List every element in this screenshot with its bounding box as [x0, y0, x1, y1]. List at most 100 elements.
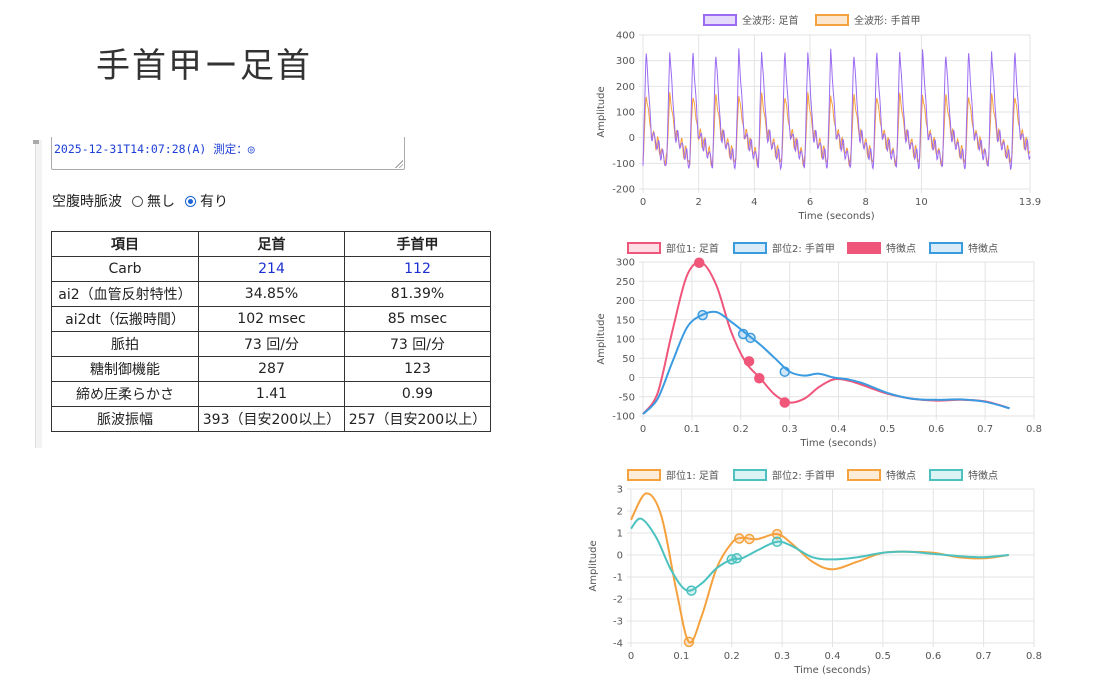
y-tick-label: 300 — [616, 258, 635, 269]
series-line-wrist — [642, 310, 1010, 415]
cell-ankle: 1.41 — [198, 381, 345, 407]
results-table: 項目 足首 手首甲 Carb 214 112 ai2（血管反射特性） 34.85% 81… — [51, 231, 491, 432]
x-tick-label: 0.5 — [875, 651, 891, 662]
x-tick-label: 0.1 — [684, 424, 700, 435]
row-label: Carb — [51, 256, 199, 282]
x-tick-label: 0.7 — [976, 651, 992, 662]
feature-point — [683, 636, 695, 648]
x-tick-label: 13.9 — [1019, 197, 1041, 208]
y-tick-label: 3 — [617, 485, 623, 496]
row-label: 糖制御機能 — [51, 356, 199, 382]
y-tick-label: 100 — [616, 108, 635, 119]
cell-ankle: 102 msec — [198, 306, 345, 332]
x-tick-label: 0 — [640, 197, 646, 208]
memo-textarea[interactable]: 2025-12-31T14:07:28(A) 測定：◎ — [51, 137, 405, 170]
legend-label: 特徴点 — [968, 469, 998, 482]
x-tick-label: 0.2 — [724, 651, 740, 662]
legend-swatch — [703, 14, 737, 26]
row-label: 脈拍 — [51, 331, 199, 357]
feature-point — [734, 533, 745, 544]
cell-wrist: 81.39% — [344, 281, 491, 307]
cell-ankle: 34.85% — [198, 281, 345, 307]
legend-swatch — [929, 469, 963, 481]
series-line-wrist — [630, 517, 1009, 592]
series-line-ankle — [642, 261, 1010, 415]
y-axis-label: Amplitude — [596, 313, 607, 364]
cell-wrist: 85 msec — [344, 306, 491, 332]
left-panel-edge — [33, 140, 42, 448]
memo-text: 2025-12-31T14:07:28(A) 測定：◎ — [54, 142, 255, 156]
feature-point — [779, 397, 790, 408]
feature-point — [745, 332, 756, 344]
radio-no-label[interactable]: 無し — [147, 194, 175, 210]
series-line-ankle — [630, 492, 1009, 644]
table-row: 脈波振幅 393（目安200以上） 257（目安200以上） — [51, 406, 491, 432]
x-axis-label: Time (seconds) — [799, 438, 876, 449]
y-tick-label: -4 — [613, 639, 623, 650]
cell-wrist: 112 — [344, 256, 491, 282]
feature-point — [693, 257, 705, 269]
table-row: Carb 214 112 — [51, 256, 491, 282]
x-tick-label: 0.4 — [831, 424, 847, 435]
legend-label: 全波形: 足首 — [742, 14, 799, 27]
legend-swatch — [627, 469, 661, 481]
x-tick-label: 0.3 — [774, 651, 790, 662]
resize-grip-icon[interactable] — [395, 160, 403, 168]
cell-ankle: 393（目安200以上） — [198, 406, 345, 432]
feature-point — [731, 553, 743, 564]
x-tick-label: 4 — [751, 197, 757, 208]
feature-point — [744, 533, 755, 545]
fasting-label: 空腹時脈波 — [52, 194, 122, 210]
header-item: 項目 — [51, 231, 199, 257]
legend-label: 全波形: 手首甲 — [854, 14, 921, 27]
full-waveform-chart: 0 2 4 6 8 10 13.9 400 300 200 100 0 -100 -200 Time (se… — [596, 14, 1041, 222]
y-tick-label: 2 — [617, 507, 623, 518]
y-axis-label: Amplitude — [588, 540, 599, 591]
cell-wrist: 0.99 — [344, 381, 491, 407]
x-tick-label: 0.1 — [673, 651, 689, 662]
x-tick-label: 0.8 — [1026, 424, 1042, 435]
y-tick-label: 200 — [616, 296, 635, 307]
x-tick-label: 8 — [863, 197, 869, 208]
table-row: 締め圧柔らかさ 1.41 0.99 — [51, 381, 491, 407]
x-tick-label: 0.3 — [782, 424, 798, 435]
legend-swatch — [733, 242, 767, 254]
cell-wrist: 123 — [344, 356, 491, 382]
x-tick-label: 0.8 — [1026, 651, 1042, 662]
radio-yes-label[interactable]: 有り — [200, 194, 228, 210]
cell-wrist: 73 回/分 — [344, 331, 491, 357]
table-row: 脈拍 73 回/分 73 回/分 — [51, 331, 491, 357]
x-tick-label: 0.4 — [825, 651, 841, 662]
y-tick-label: 300 — [616, 56, 635, 67]
header-ankle: 足首 — [198, 231, 345, 257]
feature-point — [686, 585, 697, 596]
y-tick-label: 50 — [622, 354, 635, 365]
x-tick-label: 0 — [640, 424, 646, 435]
legend-label: 特徴点 — [886, 469, 916, 482]
y-tick-label: -1 — [613, 573, 623, 584]
table-row: 糖制御機能 287 123 — [51, 356, 491, 382]
feature-point — [771, 528, 783, 540]
x-tick-label: 0.6 — [928, 424, 944, 435]
legend-label: 部位1: 足首 — [666, 242, 719, 255]
legend-label: 部位1: 足首 — [666, 469, 719, 482]
fasting-pulse-group: 空腹時脈波 無し 有り — [52, 191, 228, 211]
y-tick-label: 250 — [616, 277, 635, 288]
y-tick-label: 400 — [616, 31, 635, 42]
x-tick-label: 6 — [807, 197, 813, 208]
cell-wrist: 257（目安200以上） — [344, 406, 491, 432]
feature-point — [779, 366, 790, 377]
radio-yes[interactable] — [185, 195, 196, 207]
x-tick-label: 0.7 — [977, 424, 993, 435]
y-tick-label: -50 — [619, 392, 635, 403]
x-axis-label: Time (seconds) — [793, 665, 870, 676]
y-tick-label: 0 — [629, 133, 635, 144]
x-tick-label: 0.5 — [879, 424, 895, 435]
legend-label: 部位2: 手首甲 — [772, 242, 835, 255]
cell-ankle: 73 回/分 — [198, 331, 345, 357]
feature-point — [771, 536, 783, 548]
table-header-row: 項目 足首 手首甲 — [51, 231, 491, 257]
legend-label: 部位2: 手首甲 — [772, 469, 835, 482]
radio-no[interactable] — [132, 195, 143, 207]
y-tick-label: 0 — [629, 373, 635, 384]
